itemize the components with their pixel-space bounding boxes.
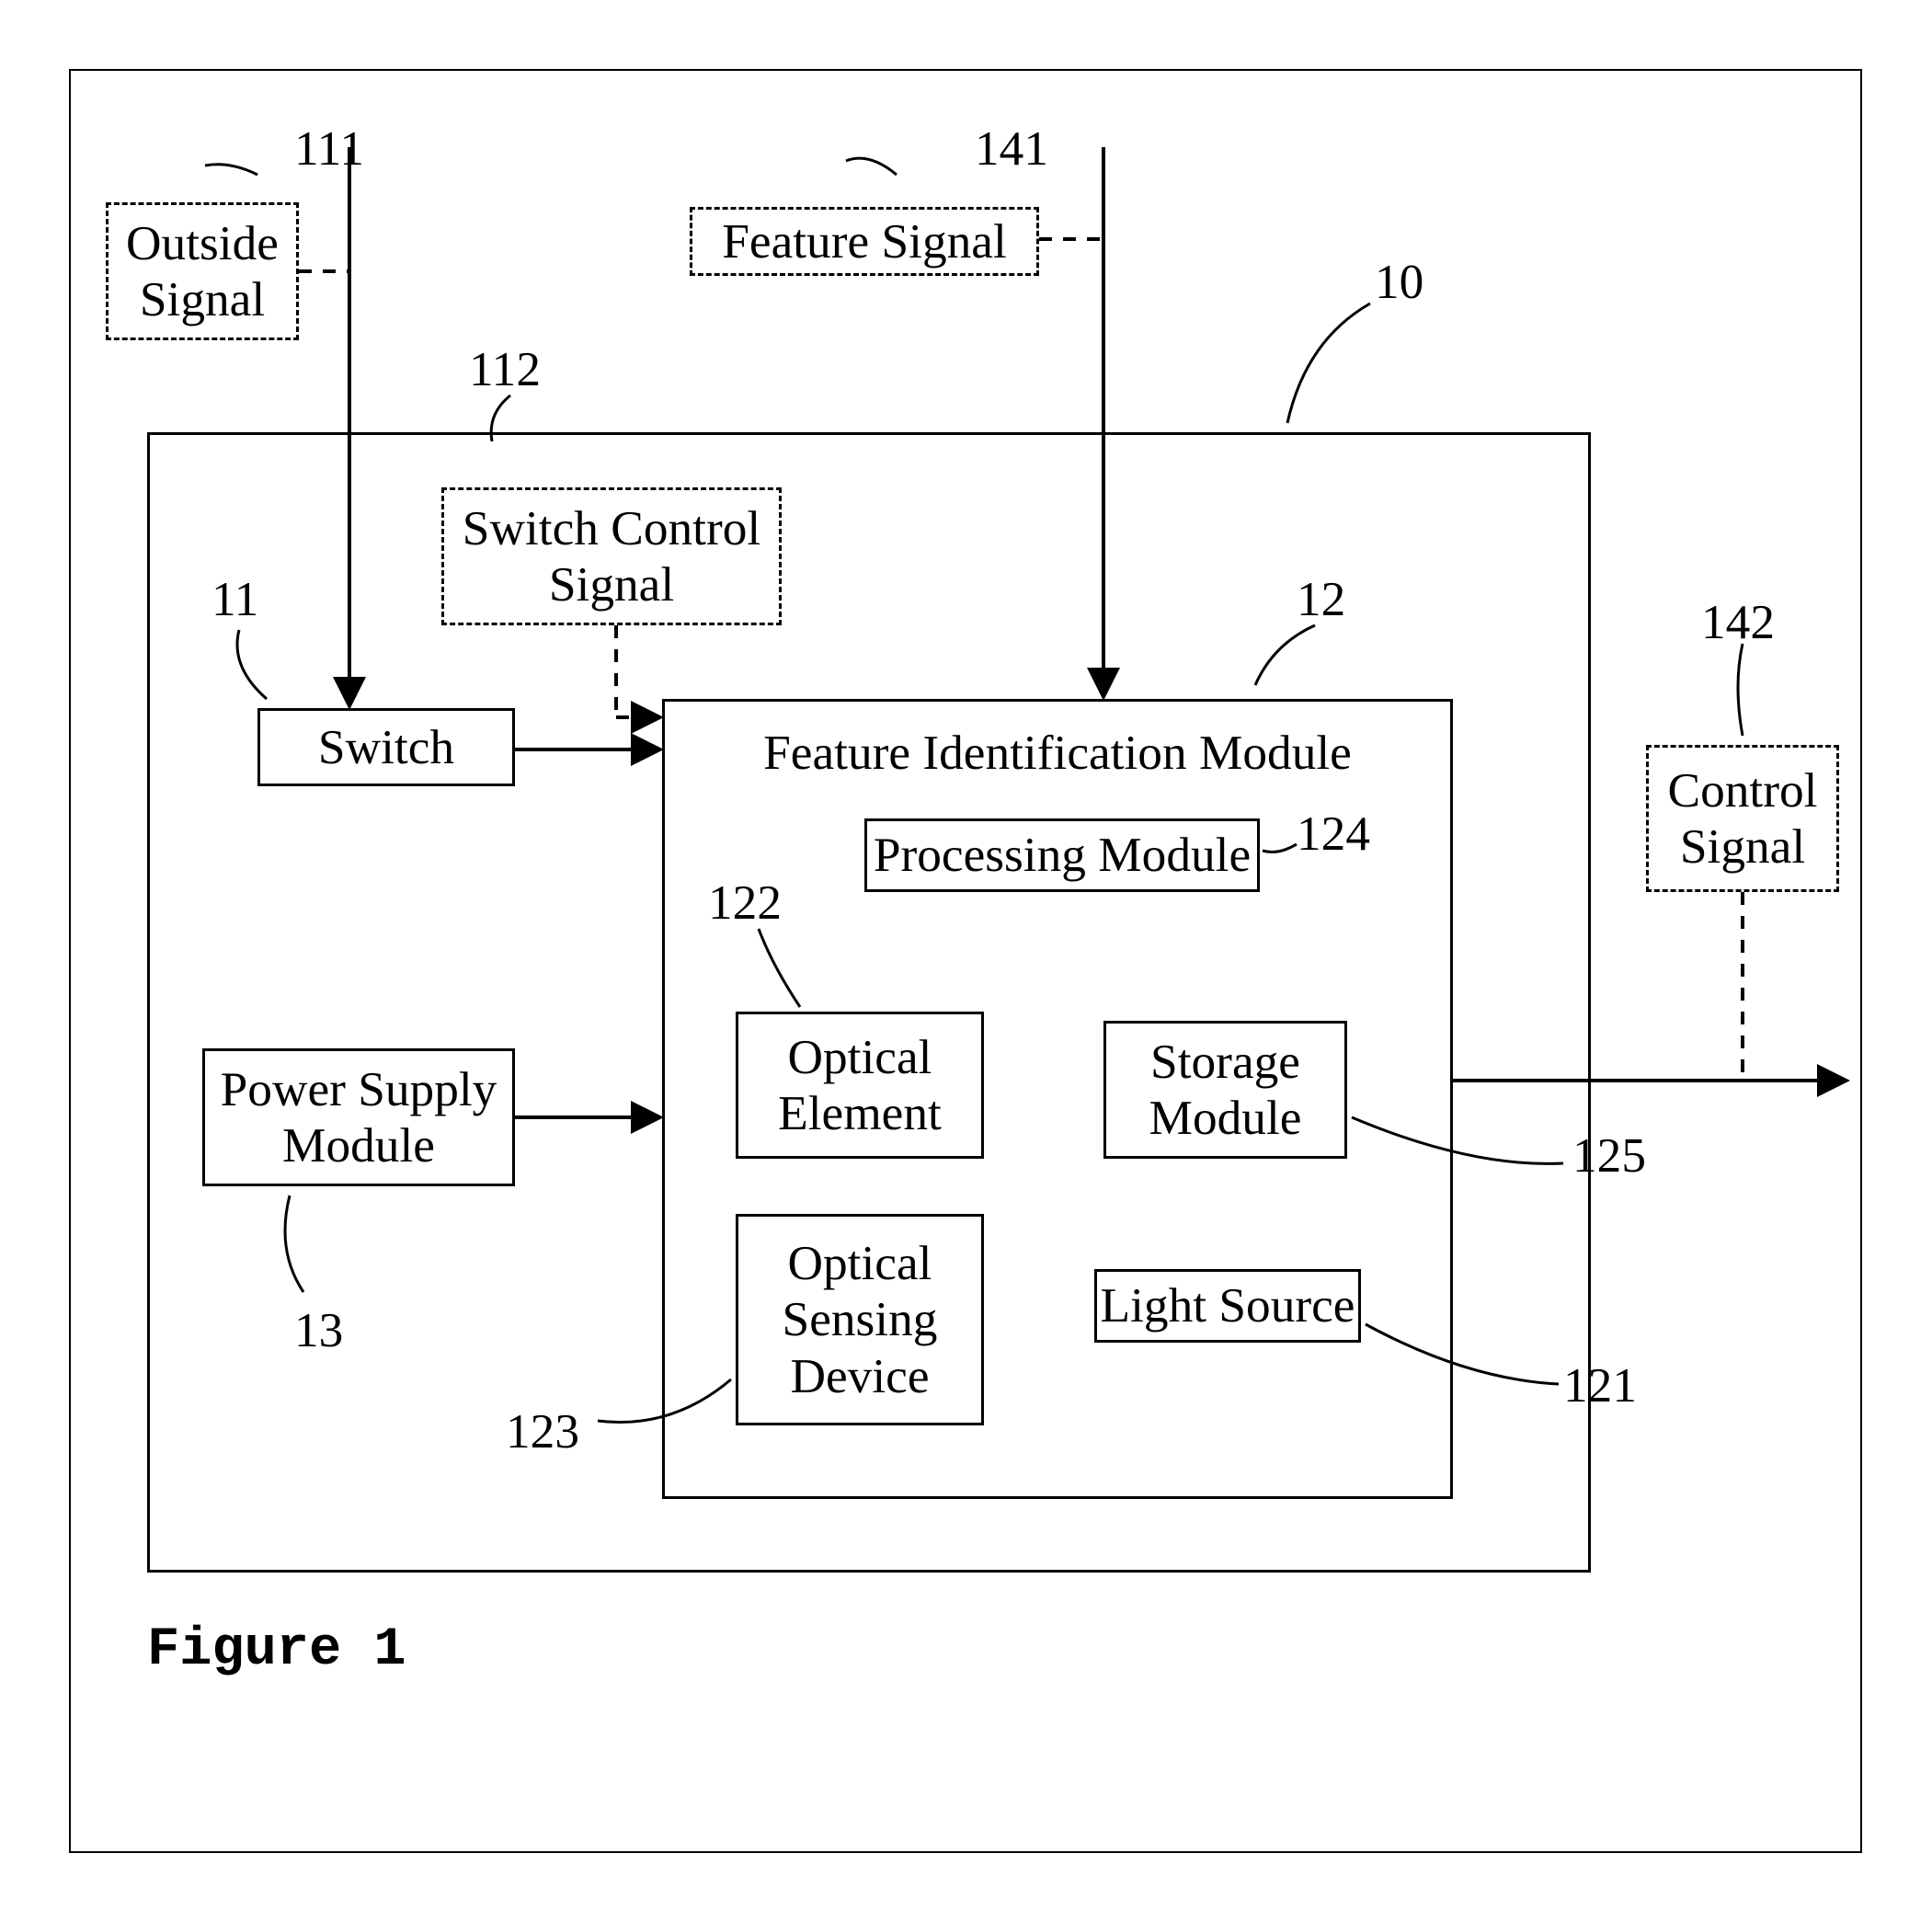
ref-10: 10 xyxy=(1375,253,1423,310)
outside-signal-label: OutsideSignal xyxy=(126,215,279,328)
optical-sensing-box: OpticalSensingDevice xyxy=(736,1214,984,1425)
ref-111: 111 xyxy=(294,120,364,177)
ref-112: 112 xyxy=(469,340,541,397)
processing-module-box: Processing Module xyxy=(864,818,1260,892)
ref-13: 13 xyxy=(294,1301,343,1358)
control-signal-label: ControlSignal xyxy=(1668,762,1818,875)
ref-122: 122 xyxy=(708,874,782,931)
feature-signal-box: Feature Signal xyxy=(690,207,1039,276)
power-supply-label: Power SupplyModule xyxy=(221,1061,497,1174)
optical-element-label: OpticalElement xyxy=(778,1029,942,1142)
ref-11: 11 xyxy=(211,570,258,627)
outside-signal-box: OutsideSignal xyxy=(106,202,299,340)
ref-141: 141 xyxy=(975,120,1048,177)
ref-123: 123 xyxy=(506,1402,579,1459)
storage-module-label: StorageModule xyxy=(1149,1034,1302,1147)
control-signal-box: ControlSignal xyxy=(1646,745,1839,892)
ref-125: 125 xyxy=(1572,1127,1646,1184)
ref-142: 142 xyxy=(1701,593,1775,650)
storage-module-box: StorageModule xyxy=(1103,1021,1347,1159)
ref-124: 124 xyxy=(1297,805,1370,862)
processing-module-label: Processing Module xyxy=(874,827,1251,883)
power-supply-box: Power SupplyModule xyxy=(202,1048,515,1186)
figure-caption: Figure 1 xyxy=(147,1619,406,1680)
switch-label: Switch xyxy=(318,719,454,775)
optical-sensing-label: OpticalSensingDevice xyxy=(783,1235,938,1404)
fim-title: Feature Identification Module xyxy=(665,725,1450,781)
switch-box: Switch xyxy=(257,708,515,786)
feature-signal-label: Feature Signal xyxy=(722,213,1007,269)
ref-121: 121 xyxy=(1563,1356,1637,1413)
light-source-label: Light Source xyxy=(1101,1277,1355,1333)
switch-control-signal-label: Switch ControlSignal xyxy=(463,500,760,613)
optical-element-box: OpticalElement xyxy=(736,1012,984,1159)
switch-control-signal-box: Switch ControlSignal xyxy=(441,487,782,625)
ref-12: 12 xyxy=(1297,570,1345,627)
light-source-box: Light Source xyxy=(1094,1269,1361,1343)
